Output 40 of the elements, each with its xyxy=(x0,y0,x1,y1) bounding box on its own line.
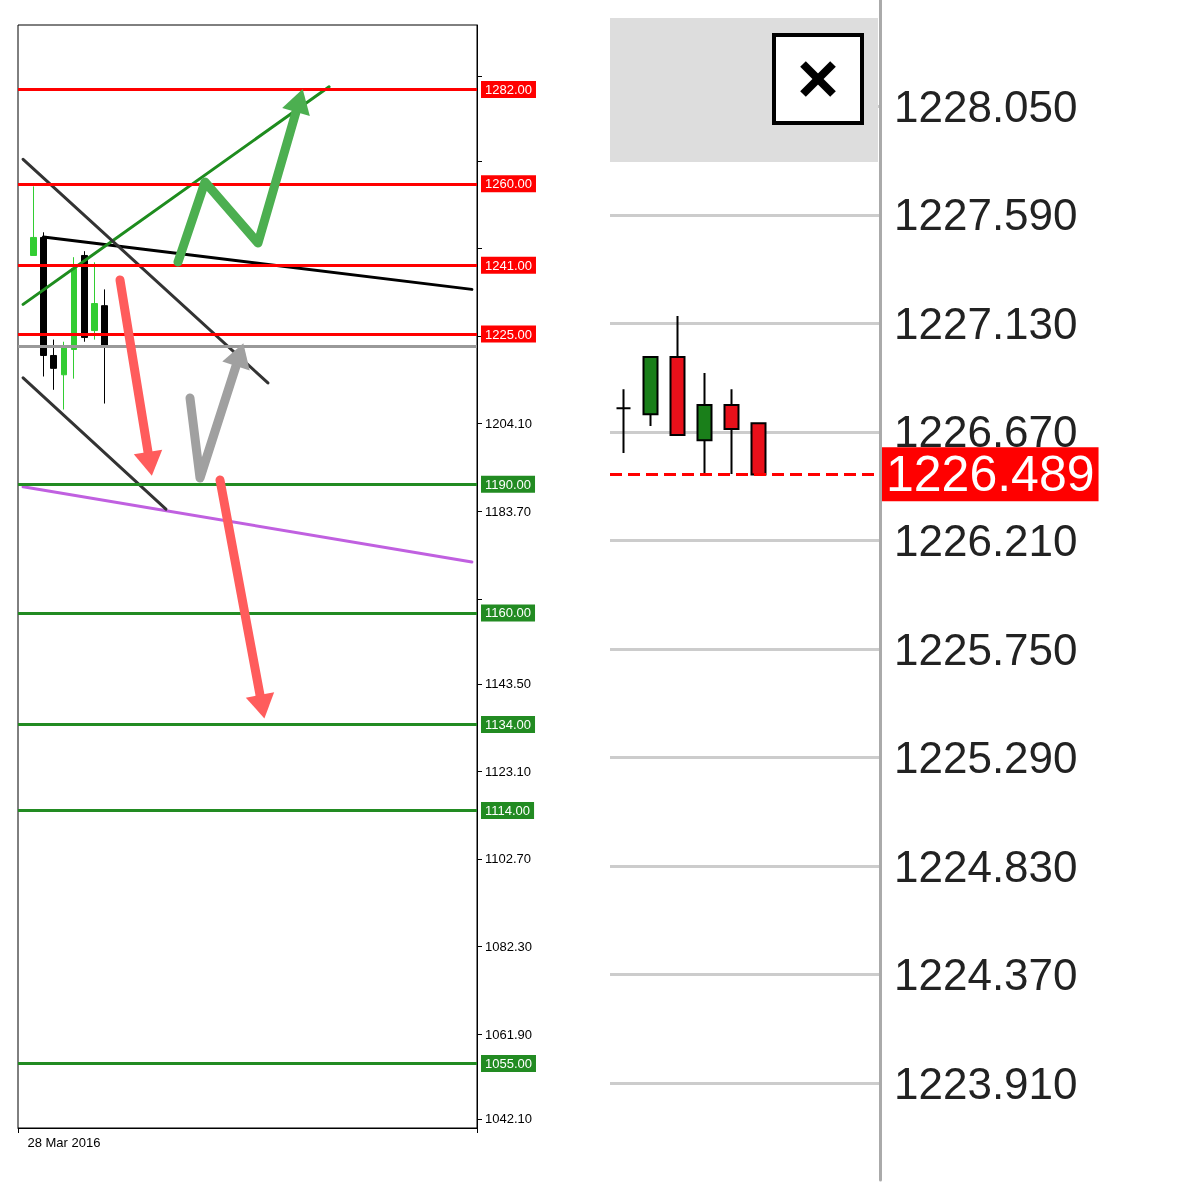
y-tick-label: 1143.50 xyxy=(485,676,532,692)
y-tick-label: 1224.830 xyxy=(894,841,1078,891)
candlestick xyxy=(101,288,108,405)
candlestick xyxy=(696,372,713,476)
ref-line-label: 1226.489 xyxy=(886,446,1095,503)
ref-line-label: 1260.00 xyxy=(485,176,532,192)
y-tick-label: 1123.10 xyxy=(485,763,532,779)
ref-line-label: 1282.00 xyxy=(485,81,532,97)
y-tick-label: 1227.590 xyxy=(894,190,1078,240)
ref-line-label: 1114.00 xyxy=(485,802,531,818)
candlestick xyxy=(723,388,740,476)
candlestick xyxy=(669,315,686,436)
y-tick-label: 1082.30 xyxy=(485,938,532,954)
y-tick-label: 1223.910 xyxy=(894,1058,1078,1108)
ref-line-label: 1190.00 xyxy=(485,476,532,492)
ref-line-label: 1055.00 xyxy=(485,1056,532,1072)
y-tick-label: 1224.370 xyxy=(894,950,1078,1000)
ref-line-label: 1225.00 xyxy=(485,326,532,342)
ref-line-label: 1160.00 xyxy=(485,605,532,621)
ref-line-label: 1241.00 xyxy=(485,257,532,273)
y-tick-label: 1204.10 xyxy=(485,416,532,432)
candlestick xyxy=(642,355,659,427)
x-tick-label: 28 Mar 2016 xyxy=(27,1135,101,1150)
y-tick-label: 1042.10 xyxy=(485,1111,532,1127)
y-tick-label: 1225.290 xyxy=(894,733,1078,783)
candlestick xyxy=(750,422,767,476)
candlestick xyxy=(71,256,77,380)
y-tick-label: 1225.750 xyxy=(894,624,1078,674)
ref-line-label: 1134.00 xyxy=(485,717,532,733)
y-tick-label: 1061.90 xyxy=(485,1026,532,1042)
y-tick-label: 1226.210 xyxy=(894,515,1078,565)
y-tick-label: 1183.70 xyxy=(485,503,532,519)
y-tick-label: 1227.130 xyxy=(894,298,1078,348)
candlestick xyxy=(61,341,67,411)
candlestick xyxy=(50,339,57,391)
candlestick xyxy=(30,185,37,256)
candlestick xyxy=(615,388,632,455)
y-tick-label: 1228.050 xyxy=(894,81,1078,131)
candlestick xyxy=(91,261,98,341)
y-tick-label: 1102.70 xyxy=(485,851,532,867)
